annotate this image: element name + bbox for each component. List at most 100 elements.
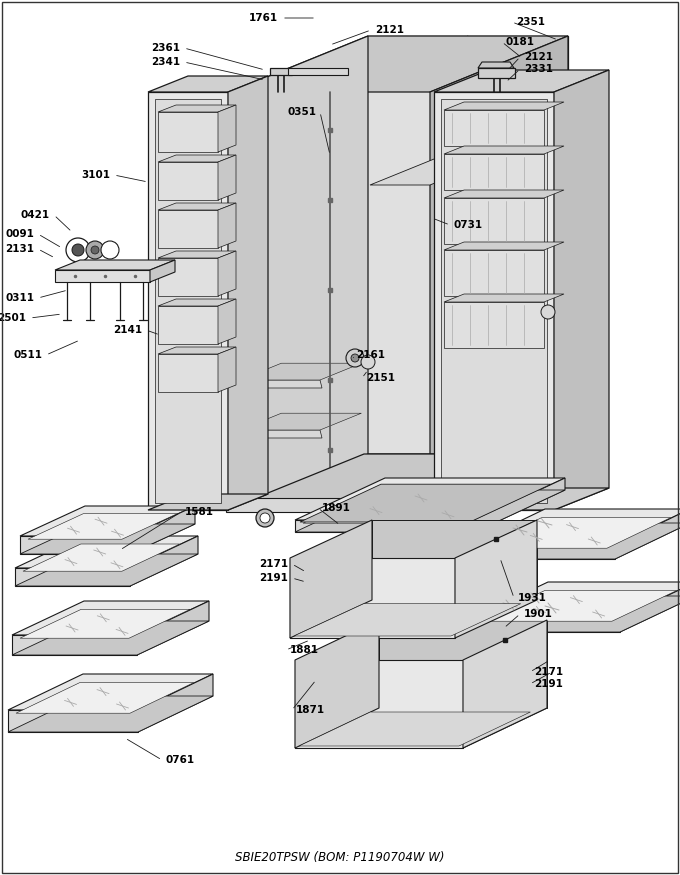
Polygon shape bbox=[158, 299, 236, 306]
Polygon shape bbox=[137, 601, 209, 655]
Polygon shape bbox=[228, 76, 268, 510]
Text: SBIE20TPSW (BOM: P1190704W W): SBIE20TPSW (BOM: P1190704W W) bbox=[235, 851, 445, 864]
Polygon shape bbox=[290, 600, 537, 638]
Polygon shape bbox=[8, 710, 138, 732]
Polygon shape bbox=[240, 413, 361, 430]
Text: 2131: 2131 bbox=[5, 244, 34, 254]
Polygon shape bbox=[155, 99, 221, 503]
Polygon shape bbox=[472, 596, 680, 632]
Polygon shape bbox=[158, 210, 218, 248]
Text: 1931: 1931 bbox=[518, 593, 547, 603]
Polygon shape bbox=[15, 536, 198, 568]
Polygon shape bbox=[434, 92, 554, 510]
Text: 0731: 0731 bbox=[454, 220, 483, 230]
Text: 1901: 1901 bbox=[524, 609, 553, 619]
Polygon shape bbox=[480, 591, 677, 621]
Polygon shape bbox=[444, 102, 564, 110]
Circle shape bbox=[91, 246, 99, 254]
Polygon shape bbox=[470, 509, 680, 545]
Polygon shape bbox=[240, 363, 361, 380]
Polygon shape bbox=[372, 520, 537, 600]
Circle shape bbox=[386, 509, 404, 527]
Circle shape bbox=[66, 238, 90, 262]
Text: 0761: 0761 bbox=[166, 755, 195, 765]
Polygon shape bbox=[148, 76, 268, 92]
Polygon shape bbox=[379, 620, 547, 708]
Polygon shape bbox=[475, 478, 565, 532]
Polygon shape bbox=[299, 712, 530, 746]
Polygon shape bbox=[455, 520, 537, 638]
Polygon shape bbox=[294, 604, 521, 636]
Circle shape bbox=[390, 513, 400, 523]
Polygon shape bbox=[300, 484, 551, 522]
Polygon shape bbox=[148, 494, 268, 510]
Polygon shape bbox=[444, 294, 564, 302]
Polygon shape bbox=[240, 380, 322, 388]
Text: 2361: 2361 bbox=[151, 43, 180, 53]
Circle shape bbox=[72, 244, 84, 256]
Text: 2191: 2191 bbox=[259, 573, 288, 583]
Polygon shape bbox=[295, 520, 475, 532]
Polygon shape bbox=[226, 454, 568, 510]
Text: 0421: 0421 bbox=[21, 210, 50, 220]
Polygon shape bbox=[55, 270, 150, 282]
Polygon shape bbox=[130, 506, 195, 554]
Polygon shape bbox=[330, 36, 468, 510]
Text: 2141: 2141 bbox=[113, 325, 142, 335]
Polygon shape bbox=[615, 509, 680, 559]
Polygon shape bbox=[150, 260, 175, 282]
Polygon shape bbox=[15, 554, 198, 586]
Polygon shape bbox=[470, 545, 615, 559]
Text: 1761: 1761 bbox=[249, 13, 278, 23]
Polygon shape bbox=[15, 568, 130, 586]
Polygon shape bbox=[463, 620, 547, 748]
Polygon shape bbox=[330, 92, 430, 510]
Polygon shape bbox=[138, 674, 213, 732]
Polygon shape bbox=[430, 36, 568, 510]
Polygon shape bbox=[441, 99, 547, 503]
Text: 0351: 0351 bbox=[287, 107, 316, 117]
Polygon shape bbox=[23, 544, 180, 571]
Polygon shape bbox=[218, 251, 236, 296]
Polygon shape bbox=[20, 536, 130, 554]
Polygon shape bbox=[478, 62, 514, 68]
Circle shape bbox=[86, 241, 104, 259]
Polygon shape bbox=[28, 514, 177, 539]
Polygon shape bbox=[158, 258, 218, 296]
Polygon shape bbox=[20, 524, 195, 554]
Polygon shape bbox=[303, 487, 543, 523]
Text: 2151: 2151 bbox=[366, 373, 395, 383]
Polygon shape bbox=[554, 70, 609, 510]
Circle shape bbox=[541, 305, 555, 319]
Polygon shape bbox=[472, 582, 680, 618]
Text: 1891: 1891 bbox=[322, 503, 351, 513]
Polygon shape bbox=[444, 154, 544, 190]
Polygon shape bbox=[478, 68, 515, 78]
Circle shape bbox=[346, 349, 364, 367]
Polygon shape bbox=[444, 110, 544, 146]
Polygon shape bbox=[290, 520, 372, 638]
Polygon shape bbox=[444, 242, 564, 250]
Polygon shape bbox=[12, 621, 209, 655]
Text: 2331: 2331 bbox=[524, 64, 553, 74]
Polygon shape bbox=[8, 674, 213, 710]
Polygon shape bbox=[230, 36, 368, 510]
Polygon shape bbox=[218, 203, 236, 248]
Polygon shape bbox=[240, 430, 322, 438]
Polygon shape bbox=[444, 250, 544, 296]
Text: 1871: 1871 bbox=[296, 705, 325, 715]
Polygon shape bbox=[370, 151, 513, 185]
Polygon shape bbox=[270, 68, 292, 75]
Text: 0091: 0091 bbox=[5, 229, 34, 239]
Polygon shape bbox=[218, 155, 236, 200]
Polygon shape bbox=[444, 146, 564, 154]
Text: 0311: 0311 bbox=[5, 293, 34, 303]
Polygon shape bbox=[288, 68, 348, 75]
Polygon shape bbox=[444, 190, 564, 198]
Circle shape bbox=[351, 354, 359, 362]
Text: 3101: 3101 bbox=[81, 170, 110, 180]
Polygon shape bbox=[8, 696, 213, 732]
Polygon shape bbox=[158, 203, 236, 210]
Polygon shape bbox=[148, 92, 228, 510]
Polygon shape bbox=[12, 635, 137, 655]
